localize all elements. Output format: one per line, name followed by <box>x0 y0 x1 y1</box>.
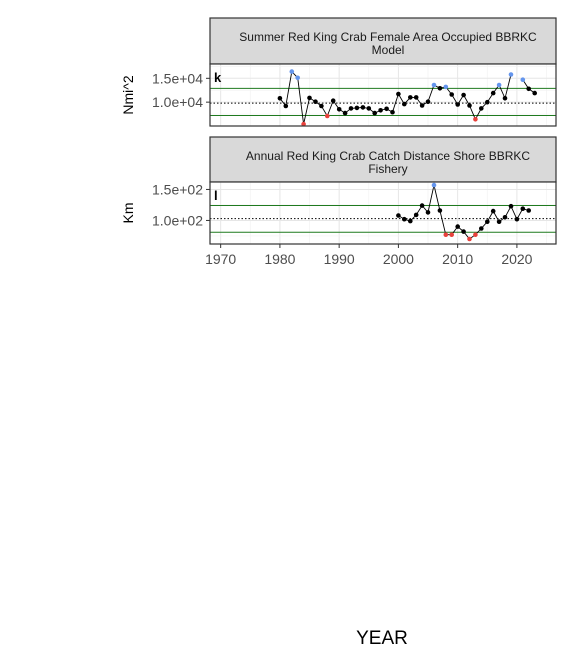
data-point <box>366 106 372 111</box>
data-point <box>319 103 324 109</box>
data-point <box>502 215 508 220</box>
facet-strip <box>209 17 557 65</box>
data-point <box>413 95 419 100</box>
data-point <box>419 103 425 108</box>
data-point <box>330 98 336 103</box>
data-point <box>372 110 378 116</box>
data-point <box>490 90 496 96</box>
data-point <box>313 99 318 104</box>
data-point <box>520 206 526 211</box>
x-axis-label: YEAR <box>356 628 408 649</box>
data-point <box>455 102 461 107</box>
data-point <box>449 92 455 97</box>
data-point <box>496 82 502 88</box>
data-point <box>354 105 360 111</box>
series-line <box>279 70 512 125</box>
data-point <box>360 105 366 110</box>
facet-title-line: Model <box>372 43 405 57</box>
y-tick-label: 1.5e+02 <box>152 181 203 197</box>
data-point <box>396 213 401 218</box>
data-point <box>419 203 425 208</box>
data-point <box>390 109 395 115</box>
data-point <box>479 106 484 111</box>
x-tick-label: 2000 <box>383 251 414 267</box>
data-point <box>325 113 330 119</box>
data-point <box>461 229 466 234</box>
data-point <box>342 110 348 116</box>
data-point <box>277 96 283 101</box>
data-point <box>443 232 449 237</box>
data-point <box>336 107 342 112</box>
data-point <box>508 72 514 77</box>
facet-title-line: Summer Red King Crab Female Area Occupie… <box>239 30 537 44</box>
x-tick-label: 2020 <box>501 251 532 267</box>
data-point <box>514 216 520 222</box>
data-point <box>384 106 389 112</box>
y-tick-label: 1.0e+02 <box>152 212 203 228</box>
data-point <box>473 117 478 122</box>
data-point <box>455 224 461 229</box>
facet-title-line: Fishery <box>368 162 407 176</box>
data-point <box>496 219 502 224</box>
data-point <box>443 84 449 90</box>
data-point <box>485 219 490 224</box>
data-point <box>348 106 354 111</box>
x-tick-label: 1980 <box>264 251 295 267</box>
data-point <box>520 77 526 82</box>
facet-title-line: Annual Red King Crab Catch Distance Shor… <box>246 149 530 163</box>
data-point <box>408 95 413 100</box>
data-point <box>467 236 472 242</box>
data-point <box>402 216 407 222</box>
data-point <box>396 91 401 97</box>
data-point <box>532 90 537 96</box>
data-point <box>289 69 295 74</box>
data-point <box>295 75 301 81</box>
panel-tag: l <box>214 188 218 203</box>
data-point <box>461 92 466 98</box>
data-point <box>467 103 472 108</box>
y-tick-label: 1.0e+04 <box>152 94 203 110</box>
data-point <box>408 218 413 224</box>
data-point <box>502 96 508 101</box>
data-point <box>413 212 419 218</box>
data-point <box>378 108 383 113</box>
y-axis-label: Km <box>120 203 136 224</box>
data-point <box>402 101 407 107</box>
panel-background <box>210 64 556 126</box>
data-point <box>301 121 306 127</box>
panel-tag: k <box>214 70 222 85</box>
data-point <box>437 208 443 213</box>
x-tick-label: 1990 <box>324 251 355 267</box>
data-point <box>437 86 443 91</box>
data-point <box>526 86 531 92</box>
data-point <box>485 99 490 105</box>
x-tick-label: 1970 <box>205 251 236 267</box>
y-tick-label: 1.5e+04 <box>152 70 203 86</box>
panel-border <box>209 181 557 245</box>
x-tick-label: 2010 <box>442 251 473 267</box>
data-point <box>307 95 312 101</box>
y-axis-label: Nmi^2 <box>120 75 136 114</box>
data-point <box>508 203 514 209</box>
data-point <box>431 182 437 188</box>
data-point <box>425 210 431 215</box>
panel-border <box>209 63 557 127</box>
facet-strip <box>209 136 557 183</box>
data-point <box>283 103 289 109</box>
panel-background <box>210 182 556 244</box>
data-point <box>473 232 478 237</box>
data-point <box>449 232 455 237</box>
data-point <box>479 226 484 231</box>
data-point <box>431 82 437 88</box>
data-point <box>526 208 531 213</box>
data-point <box>490 208 496 214</box>
data-point <box>425 99 431 104</box>
